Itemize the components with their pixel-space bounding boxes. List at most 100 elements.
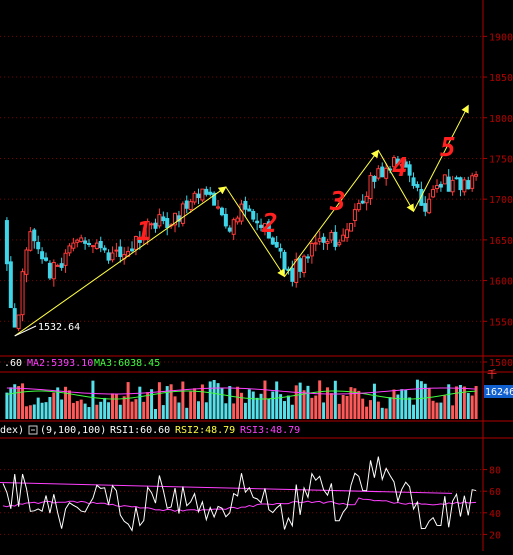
candle-body <box>466 180 471 190</box>
wave-arrow <box>377 150 415 213</box>
volume-bar <box>64 386 68 419</box>
volume-bar <box>310 397 314 419</box>
candle-body <box>40 251 45 260</box>
volume-bar <box>212 379 216 419</box>
volume-bar <box>263 380 267 419</box>
candle-body <box>470 175 475 189</box>
wave-arrow <box>413 104 469 212</box>
candle-body <box>407 164 412 176</box>
volume-bar <box>28 405 32 419</box>
candle-body <box>380 166 385 178</box>
minus-box-icon[interactable] <box>28 425 38 435</box>
volume-bar <box>200 384 204 419</box>
candle-body <box>90 245 95 248</box>
candle-body <box>302 255 307 274</box>
volume-legend: .60 MA2:5393.10 MA3:6038.45 <box>4 358 160 369</box>
rsi-header-prefix: dex) <box>0 425 24 436</box>
price-tick-label: 1650 <box>489 236 513 247</box>
volume-bar <box>259 393 263 419</box>
candle-body <box>411 177 416 186</box>
volume-current-box <box>484 385 513 398</box>
price-tick-label: 1850 <box>489 73 513 84</box>
candle-body <box>32 229 37 242</box>
candle-body <box>337 242 342 246</box>
volume-bar <box>75 401 79 419</box>
candle-body <box>423 203 428 212</box>
volume-bar <box>17 386 21 419</box>
volume-bar <box>189 391 193 419</box>
price-tick-label: 1900 <box>489 32 513 43</box>
volume-bar <box>283 401 287 419</box>
volume-bar <box>99 401 103 419</box>
volume-bar <box>193 388 197 419</box>
candle-body <box>298 258 303 272</box>
volume-bar <box>134 399 138 419</box>
candle-body <box>274 242 279 248</box>
candle-body <box>149 223 154 226</box>
volume-bar <box>384 408 388 419</box>
rsi-panel[interactable] <box>0 456 477 532</box>
wave-arrow <box>225 186 286 278</box>
volume-bar <box>466 393 470 419</box>
volume-bar <box>427 387 431 419</box>
volume-bar <box>404 389 408 419</box>
volume-bar <box>165 386 169 419</box>
candle-body <box>419 189 424 206</box>
volume-bar <box>103 397 107 419</box>
candle-body <box>16 314 21 330</box>
volume-panel[interactable] <box>5 379 478 419</box>
volume-bar <box>255 397 259 419</box>
volume-bar <box>318 380 322 419</box>
candle-body <box>282 251 287 270</box>
ma2-legend: MA2:5393.10 <box>27 358 93 369</box>
candle-body <box>290 267 295 282</box>
candle-body <box>438 183 443 188</box>
candle-body <box>173 212 178 226</box>
candle-body <box>415 184 420 188</box>
volume-bar <box>21 383 25 419</box>
volume-bar <box>294 385 298 419</box>
price-tick-label: 1800 <box>489 114 513 125</box>
candle-body <box>243 200 248 210</box>
candle-body <box>188 201 193 210</box>
rsi2-line <box>2 497 477 512</box>
candle-body <box>200 188 205 201</box>
candle-body <box>427 198 432 214</box>
volume-bar <box>290 404 294 419</box>
volume-bar <box>400 389 404 419</box>
volume-bar <box>177 402 181 419</box>
candle-body <box>102 247 107 251</box>
volume-bar <box>392 389 396 419</box>
volume-bar <box>349 387 353 419</box>
volume-bar <box>220 388 224 419</box>
volume-bar <box>95 404 99 419</box>
volume-bar <box>52 392 56 419</box>
wave-arrow <box>14 186 227 337</box>
volume-bar <box>451 405 455 419</box>
candle-body <box>454 177 459 180</box>
volume-unit-label: 千 <box>487 369 497 381</box>
rsi3-label: RSI3:48.79 <box>240 425 300 436</box>
volume-bar <box>396 394 400 419</box>
volume-bar <box>107 402 111 419</box>
volume-bar <box>91 380 95 419</box>
rsi-header: dex) (9,100,100) RSI1:60.60 RSI2:48.79 R… <box>0 425 300 436</box>
candle-body <box>270 237 275 245</box>
candle-body <box>133 235 138 250</box>
candle-body <box>259 224 264 228</box>
volume-bar <box>9 387 13 419</box>
volume-bar <box>196 401 200 419</box>
candle-body <box>450 179 455 193</box>
rsi1-label: RSI1:60.60 <box>110 425 170 436</box>
candle-body <box>442 174 447 185</box>
candle-body <box>305 256 310 259</box>
candle-body <box>431 188 436 198</box>
rsi-params: (9,100,100) <box>40 425 106 436</box>
candle-body <box>251 210 256 220</box>
volume-bar <box>110 393 114 419</box>
candle-body <box>458 177 463 191</box>
volume-bar <box>337 403 341 419</box>
volume-bar <box>439 402 443 419</box>
